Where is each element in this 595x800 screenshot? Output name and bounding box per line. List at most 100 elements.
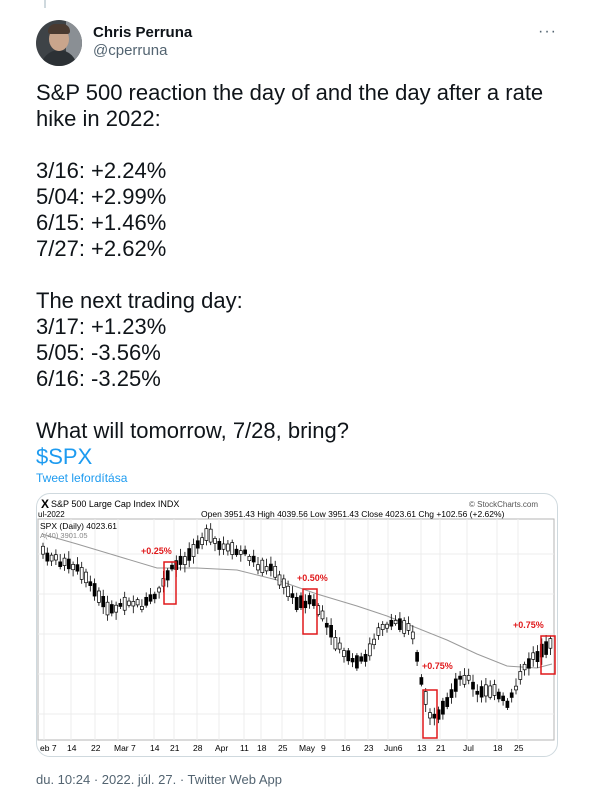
candle-body — [144, 596, 149, 606]
candle-body — [148, 594, 153, 602]
avatar[interactable] — [36, 20, 82, 66]
candle-body — [170, 564, 174, 570]
candle-body — [505, 700, 510, 708]
candle-body — [234, 548, 239, 556]
candle-body — [359, 656, 364, 662]
candle-body — [157, 587, 161, 593]
candle-body — [484, 684, 488, 697]
candle-body — [544, 641, 548, 655]
x-tick-label: 16 — [341, 743, 351, 753]
x-tick-label: 14 — [67, 743, 77, 753]
annotation-box — [540, 635, 556, 675]
candle-body — [273, 566, 278, 578]
candle-body — [367, 643, 372, 657]
candle-body — [324, 622, 329, 628]
annotation-box — [302, 588, 318, 635]
candle-body — [492, 684, 497, 696]
chart-header-left: S&P 500 Large Cap Index INDX — [51, 499, 179, 509]
candle-body — [281, 578, 286, 588]
x-tick-label: 23 — [364, 743, 374, 753]
candle-body — [355, 655, 359, 669]
x-tick-label: 22 — [91, 743, 101, 753]
candle-body — [105, 601, 110, 616]
more-options-icon[interactable]: ··· — [538, 23, 557, 40]
tweet-line: hike in 2022: — [36, 106, 161, 131]
candle-body — [303, 600, 308, 609]
candle-body — [217, 541, 222, 550]
annotation-box — [422, 689, 438, 739]
candle-body — [389, 619, 394, 627]
candle-body — [41, 545, 45, 555]
candle-body — [256, 564, 260, 571]
candle-body — [62, 557, 67, 566]
candle-body — [531, 652, 536, 660]
candle-body — [251, 555, 256, 563]
tweet-text: S&P 500 reaction the day of and the day … — [36, 80, 556, 470]
candle-body — [346, 650, 351, 662]
candle-body — [342, 650, 346, 657]
candle-body — [415, 652, 419, 662]
grid — [38, 519, 554, 740]
x-tick-label: 28 — [193, 743, 203, 753]
annotation-label: +0.25% — [141, 546, 172, 556]
candle-body — [66, 558, 71, 570]
ma-label: A(40) 3901.05 — [40, 531, 88, 540]
candle-body — [294, 597, 299, 610]
x-tick-label: 11 — [240, 743, 249, 753]
candle-body — [445, 697, 450, 707]
candle-body — [363, 653, 368, 662]
candle-body — [522, 663, 527, 671]
author-handle[interactable]: @cperruna — [93, 42, 168, 59]
candle-body — [213, 538, 217, 544]
tweet-timestamp[interactable]: du. 10:24 · 2022. júl. 27. · Twitter Web… — [36, 772, 282, 787]
author-name[interactable]: Chris Perruna — [93, 24, 193, 41]
candle-body — [479, 686, 484, 698]
candle-body — [247, 556, 252, 561]
candle-body — [329, 624, 333, 638]
chart-date-fragment: ul-2022 — [38, 510, 65, 519]
candle-body — [350, 658, 355, 663]
candle-body — [410, 631, 415, 640]
candle-body — [101, 596, 106, 608]
candle-body — [226, 543, 230, 552]
x-tick-label: May — [299, 743, 316, 753]
candle-body — [79, 567, 84, 580]
tweet-line: 7/27: +2.62% — [36, 236, 167, 261]
series-label: SPX (Daily) 4023.61 — [40, 521, 117, 531]
candle-body — [380, 623, 385, 630]
candle-body — [527, 658, 531, 669]
candle-body — [466, 675, 471, 681]
candle-body — [49, 554, 54, 562]
chart-image[interactable]: X S&P 500 Large Cap Index INDX © StockCh… — [36, 493, 558, 757]
candle-body — [140, 605, 144, 610]
x-tick-label: 25 — [278, 743, 288, 753]
candle-body — [238, 550, 243, 555]
x-tick-label: 18 — [257, 743, 267, 753]
candle-body — [312, 599, 316, 606]
tweet-line: 6/16: -3.25% — [36, 366, 161, 391]
candle-body — [423, 691, 428, 705]
candle-body — [449, 689, 454, 698]
candle-body — [114, 604, 118, 613]
stock-chart: X S&P 500 Large Cap Index INDX © StockCh… — [37, 497, 556, 753]
x-tick-label: Mar 7 — [114, 743, 136, 753]
candle-body — [307, 595, 312, 605]
tweet-line: 3/16: +2.24% — [36, 158, 167, 183]
translate-tweet-link[interactable]: Tweet lefordítása — [36, 471, 128, 485]
candle-body — [385, 623, 389, 629]
candle-body — [191, 544, 196, 557]
candle-body — [518, 671, 523, 680]
x-tick-label: 21 — [436, 743, 446, 753]
candle-body — [269, 563, 273, 571]
candle-body — [488, 685, 493, 698]
candle-body — [97, 590, 101, 603]
candle-body — [290, 593, 295, 598]
x-tick-label: 9 — [321, 743, 326, 753]
cashtag-link[interactable]: $SPX — [36, 444, 93, 469]
candle-body — [122, 596, 127, 611]
candle-body — [337, 642, 342, 650]
candle-body — [135, 599, 140, 606]
x-tick-label: 21 — [170, 743, 180, 753]
candle-body — [372, 638, 376, 646]
chart-ohlc-line: Open 3951.43 High 4039.56 Low 3951.43 Cl… — [201, 509, 505, 519]
